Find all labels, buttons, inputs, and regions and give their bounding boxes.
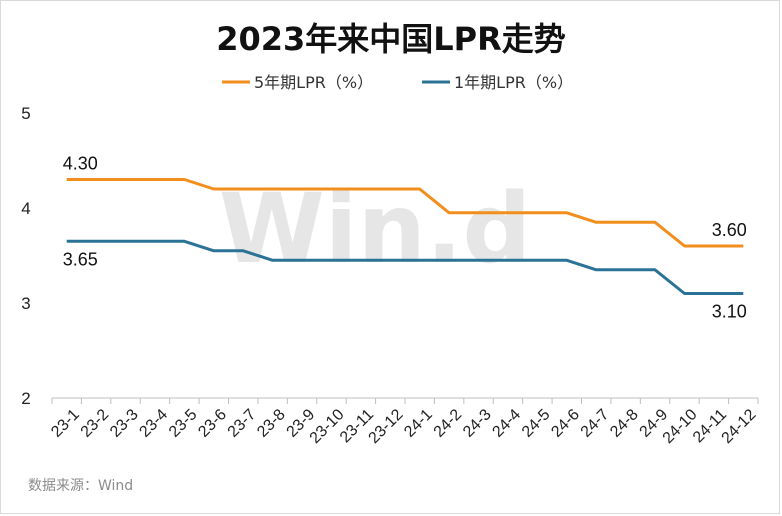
legend-label-1y: 1年期LPR（%） bbox=[454, 73, 573, 92]
x-tick-label: 24-3 bbox=[460, 406, 495, 441]
y-tick-label: 3 bbox=[21, 294, 30, 313]
x-tick-label: 23-4 bbox=[136, 406, 171, 441]
x-tick-label: 23-8 bbox=[254, 406, 289, 441]
watermark: Win.d bbox=[219, 173, 531, 285]
x-tick-label: 24-4 bbox=[489, 406, 524, 441]
x-tick-label: 23-7 bbox=[225, 406, 260, 441]
y-tick-label: 5 bbox=[21, 104, 30, 123]
source-note: 数据来源：Wind bbox=[28, 478, 133, 494]
data-label: 3.60 bbox=[712, 220, 747, 240]
legend-label-5y: 5年期LPR（%） bbox=[254, 73, 373, 92]
data-label: 4.30 bbox=[63, 154, 98, 174]
y-axis: 2 3 4 5 bbox=[21, 104, 30, 408]
y-tick-label: 2 bbox=[21, 389, 30, 408]
x-tick-label: 24-1 bbox=[401, 406, 436, 441]
x-tick-label: 23-10 bbox=[307, 406, 348, 447]
x-tick-label: 23-3 bbox=[107, 406, 142, 441]
series-line-5y bbox=[66, 178, 744, 248]
chart-title: 2023年来中国LPR走势 bbox=[216, 20, 566, 58]
x-tick-label: 24-2 bbox=[431, 406, 466, 441]
x-tick-label: 23-1 bbox=[48, 406, 83, 441]
x-tick-label: 23-5 bbox=[166, 406, 201, 441]
x-tick-label: 24-12 bbox=[719, 406, 760, 447]
x-tick-label: 24-5 bbox=[519, 406, 554, 441]
x-axis: 23-123-223-323-423-523-623-723-823-923-1… bbox=[48, 397, 760, 447]
data-labels: 4.30 3.60 3.65 3.10 bbox=[63, 154, 747, 322]
x-tick-label: 24-7 bbox=[578, 406, 613, 441]
x-tick-label: 23-2 bbox=[78, 406, 113, 441]
series-layer bbox=[66, 178, 744, 295]
data-label: 3.10 bbox=[712, 302, 747, 322]
x-tick-label: 24-8 bbox=[607, 406, 642, 441]
x-tick-label: 23-12 bbox=[366, 406, 407, 447]
x-tick-label: 23-6 bbox=[195, 406, 230, 441]
y-tick-label: 4 bbox=[21, 199, 30, 218]
data-label: 3.65 bbox=[63, 249, 98, 269]
legend: 5年期LPR（%） 1年期LPR（%） bbox=[222, 73, 573, 92]
x-tick-label: 24-6 bbox=[548, 406, 583, 441]
x-tick-label: 24-10 bbox=[660, 406, 701, 447]
series-line-1y bbox=[66, 239, 744, 295]
